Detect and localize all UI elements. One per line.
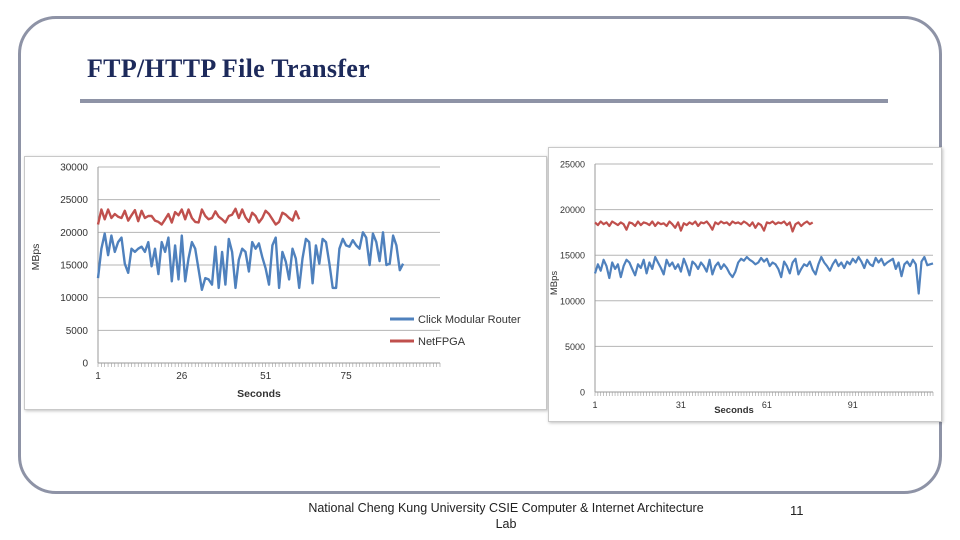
y-axis-title: MBps — [30, 244, 42, 271]
x-tick-label: 1 — [95, 371, 101, 382]
chart-1-svg: 0 5000 10000 15000 20000 25000 30000 1 26 51 75 Sec… — [30, 163, 521, 401]
y-tick-label: 5000 — [66, 326, 89, 337]
x-axis-title: Seconds — [714, 405, 754, 416]
page-number: 11 — [790, 503, 804, 518]
x-tick-label: 31 — [676, 400, 686, 410]
x-tick-label: 51 — [260, 371, 272, 382]
x-tick-label: 26 — [176, 371, 188, 382]
x-tick-label: 61 — [762, 400, 772, 410]
y-tick-label: 0 — [580, 388, 585, 398]
series-line-netfpga — [594, 220, 814, 233]
y-tick-label: 10000 — [60, 293, 88, 304]
y-tick-label: 10000 — [560, 296, 585, 306]
y-tick-label: 15000 — [60, 261, 88, 272]
title-underline — [80, 99, 888, 103]
series-line-click-modular-router — [96, 231, 405, 292]
x-tick-label: 91 — [848, 400, 858, 410]
slide-title: FTP/HTTP File Transfer — [87, 54, 370, 83]
legend-label: NetFPGA — [418, 336, 466, 348]
x-tick-label: 1 — [592, 400, 597, 410]
y-tick-label: 25000 — [560, 160, 585, 170]
y-tick-label: 15000 — [560, 251, 585, 261]
y-tick-label: 0 — [82, 359, 88, 370]
chart-2-svg: 0 5000 10000 15000 20000 25000 1 31 61 91 Seconds M… — [549, 160, 934, 416]
x-tick-label: 75 — [341, 371, 353, 382]
y-tick-label: 25000 — [60, 195, 88, 206]
legend-label: Click Modular Router — [418, 314, 521, 326]
y-tick-label: 5000 — [565, 342, 585, 352]
series-line-netfpga — [96, 207, 301, 226]
footer-text: National Cheng Kung University CSIE Comp… — [308, 501, 704, 531]
y-axis-title: MBps — [549, 271, 560, 296]
x-axis-title: Seconds — [237, 388, 281, 400]
chart-click-vs-netfpga-right: 0 5000 10000 15000 20000 25000 1 31 61 91 Seconds M… — [548, 147, 942, 422]
y-tick-label: 20000 — [60, 228, 88, 239]
chart-click-vs-netfpga-left: 0 5000 10000 15000 20000 25000 30000 1 26 51 75 Sec… — [24, 156, 547, 410]
series-line-click-modular-router — [593, 255, 934, 295]
y-tick-label: 20000 — [560, 205, 585, 215]
y-tick-label: 30000 — [60, 163, 88, 174]
